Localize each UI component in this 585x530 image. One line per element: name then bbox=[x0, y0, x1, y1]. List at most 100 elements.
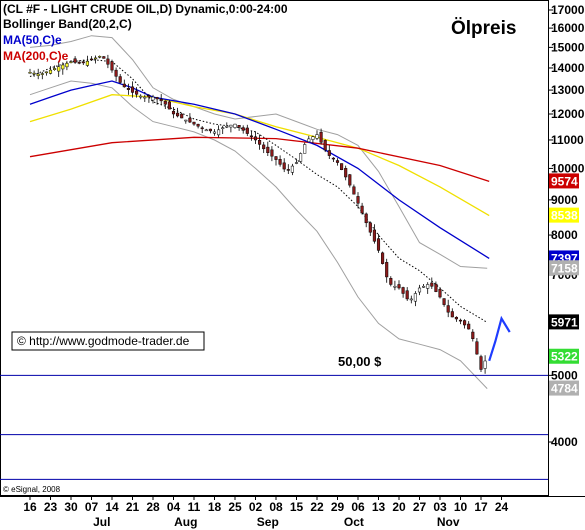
price-label: 8538 bbox=[549, 207, 579, 223]
candle bbox=[381, 251, 385, 265]
candle-body bbox=[471, 331, 475, 339]
candle-body bbox=[110, 61, 114, 71]
candle bbox=[249, 130, 253, 141]
candle-body bbox=[237, 125, 241, 128]
candle bbox=[184, 119, 188, 124]
bollinger-lower-band bbox=[29, 80, 488, 389]
candle bbox=[159, 94, 163, 105]
x-tick-label: 20 bbox=[392, 500, 406, 514]
candle bbox=[463, 319, 467, 329]
candle bbox=[319, 128, 323, 145]
candle-body bbox=[241, 127, 245, 131]
candle-body bbox=[290, 165, 294, 173]
candle bbox=[61, 62, 65, 75]
candle bbox=[204, 128, 208, 132]
y-axis: 17000 16000 15000 14000 13000 12000 11000 10000… bbox=[548, 3, 585, 449]
candle-body bbox=[450, 311, 454, 318]
candle-body bbox=[401, 287, 405, 294]
x-tick-label: 03 bbox=[433, 500, 447, 514]
candle bbox=[89, 56, 94, 61]
candle-body bbox=[270, 149, 274, 157]
candle bbox=[163, 100, 167, 110]
candle bbox=[81, 59, 85, 65]
bollinger-upper-band bbox=[29, 35, 488, 269]
candle-body bbox=[389, 278, 393, 285]
candle-body bbox=[348, 174, 352, 186]
candle-body bbox=[315, 134, 319, 139]
candle bbox=[253, 131, 258, 145]
level-label: 50,00 $ bbox=[338, 354, 382, 369]
price-label-bg bbox=[549, 207, 579, 223]
candle-body bbox=[438, 289, 442, 298]
x-tick-label: 28 bbox=[146, 500, 160, 514]
candle bbox=[139, 94, 143, 100]
candle bbox=[294, 158, 299, 165]
x-tick-label: 07 bbox=[85, 500, 99, 514]
candle bbox=[335, 158, 340, 166]
candle-body bbox=[139, 95, 143, 98]
candle bbox=[274, 156, 278, 166]
candle-body bbox=[44, 71, 48, 74]
candle-body bbox=[381, 252, 385, 264]
candle-body bbox=[340, 163, 344, 171]
candle-body bbox=[81, 61, 85, 64]
candle-body bbox=[294, 162, 299, 164]
y-tick-label: 10000 bbox=[551, 161, 585, 175]
candle-body bbox=[48, 69, 53, 74]
candle-body bbox=[151, 96, 155, 101]
candle bbox=[180, 113, 184, 119]
ma200-line bbox=[29, 136, 490, 183]
candle bbox=[344, 165, 348, 181]
candle bbox=[299, 152, 303, 163]
chart-title: (CL #F - LIGHT CRUDE OIL,D) Dynamic,0:00… bbox=[3, 2, 288, 16]
candle-body bbox=[356, 196, 360, 204]
candle-body bbox=[282, 162, 286, 170]
watermark-box bbox=[11, 331, 205, 351]
candle-body bbox=[225, 125, 229, 128]
candle bbox=[430, 277, 434, 289]
candle-body bbox=[65, 63, 69, 68]
candle-body bbox=[430, 282, 434, 287]
x-axis: 16 23 30 07 14 21 28 04 11 18 25 02 08 15 22 29 06 13 20 27… bbox=[23, 496, 508, 529]
candle-body bbox=[479, 356, 483, 370]
x-tick-label: 25 bbox=[228, 500, 242, 514]
candle bbox=[188, 113, 192, 123]
candle-body bbox=[253, 136, 258, 141]
candle-body bbox=[393, 285, 397, 288]
x-month-label: Nov bbox=[437, 515, 460, 529]
candle bbox=[94, 55, 98, 64]
candle-body bbox=[130, 86, 135, 93]
brand-title: Ölpreis bbox=[451, 18, 516, 39]
candle-body bbox=[368, 222, 372, 233]
candle-body bbox=[335, 160, 340, 163]
candle bbox=[393, 280, 397, 291]
candle bbox=[110, 59, 114, 73]
candle-body bbox=[77, 61, 81, 64]
candle-body bbox=[159, 98, 163, 102]
candle bbox=[151, 94, 155, 104]
candle-body bbox=[188, 117, 192, 123]
candle-body bbox=[376, 238, 381, 251]
candle-body bbox=[286, 169, 290, 171]
candle bbox=[266, 141, 270, 157]
candle bbox=[331, 157, 335, 162]
candle bbox=[237, 125, 241, 131]
price-label-bg bbox=[549, 260, 579, 276]
candle-body bbox=[163, 100, 167, 105]
x-tick-label: 30 bbox=[64, 500, 78, 514]
x-tick-label: 24 bbox=[495, 500, 509, 514]
candle-body bbox=[360, 205, 364, 214]
y-tick-label: 4000 bbox=[551, 435, 578, 449]
candle bbox=[348, 173, 352, 188]
candle bbox=[85, 55, 89, 67]
price-label-text: 5971 bbox=[551, 315, 578, 329]
candle-body bbox=[85, 60, 89, 66]
candle-body bbox=[319, 131, 323, 143]
candle-body bbox=[204, 129, 208, 132]
candle-body bbox=[36, 73, 40, 76]
price-label-text: 4784 bbox=[551, 382, 578, 396]
candles bbox=[28, 54, 487, 374]
candle bbox=[327, 145, 331, 160]
x-tick-label: 11 bbox=[188, 500, 201, 514]
y-tick-label: 5000 bbox=[551, 368, 578, 382]
